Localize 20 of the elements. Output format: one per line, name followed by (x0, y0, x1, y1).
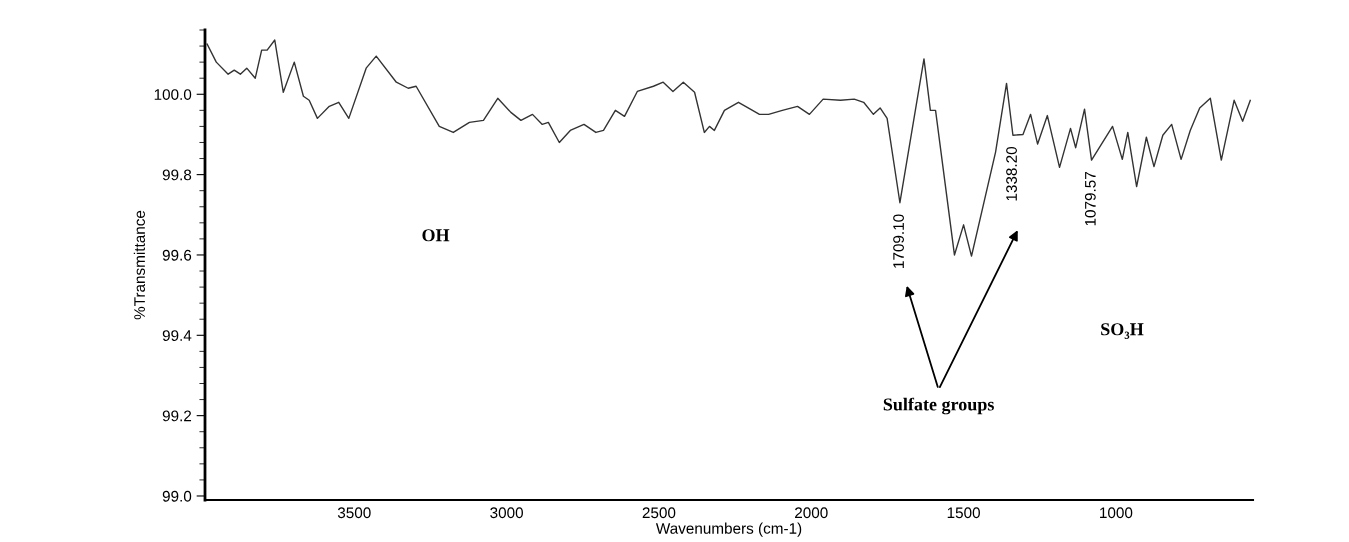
x-tick-label: 3500 (337, 507, 371, 519)
y-tick-label: 99.2 (162, 410, 192, 422)
y-tick-label: 99.0 (162, 490, 192, 502)
x-axis-title: Wavenumbers (cm-1) (655, 522, 802, 537)
x-tick-label: 1000 (1100, 507, 1133, 519)
annotation: OH (422, 229, 450, 242)
y-tick-label: 99.6 (162, 249, 192, 261)
y-tick-label: 99.4 (162, 330, 192, 341)
annotation: SO₃H (1101, 323, 1144, 339)
x-tick-label: 1500 (947, 507, 980, 519)
annotation: 1338.20 (1006, 146, 1017, 201)
x-tick-label: 2500 (642, 507, 676, 519)
annotation: 1079.57 (1084, 172, 1096, 226)
annotation: 1709.10 (893, 214, 904, 268)
x-tick-label: 3000 (490, 507, 523, 519)
y-tick-label: 99.8 (162, 169, 192, 181)
annotation: Sulfate groups (883, 397, 994, 415)
x-tick-label: 2000 (795, 507, 828, 519)
y-tick-label: 100.0 (154, 89, 192, 100)
y-axis-title: %Transmittance (133, 210, 145, 320)
